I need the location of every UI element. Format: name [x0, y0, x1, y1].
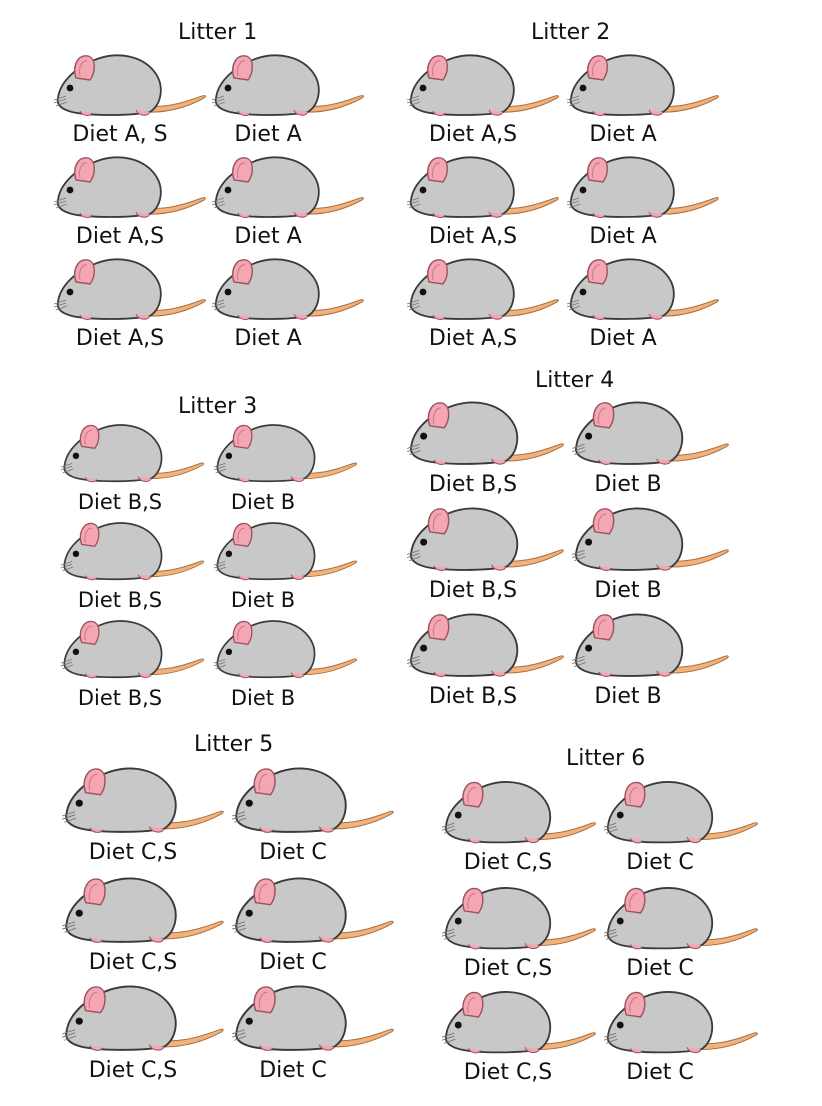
diet-label: Diet A, S — [72, 122, 168, 147]
diet-label: Diet C,S — [88, 840, 178, 865]
mouse-icon — [403, 608, 568, 682]
mouse-icon — [403, 152, 563, 222]
mouse-icon — [438, 882, 600, 954]
diet-label: Diet A — [234, 326, 302, 351]
mouse-icon — [55, 420, 210, 486]
diet-label: Diet C,S — [463, 956, 553, 981]
diet-label: Diet C — [626, 956, 694, 981]
diet-label: Diet C — [626, 850, 694, 875]
mouse-icon — [600, 882, 762, 954]
mouse-icon — [568, 502, 733, 576]
mouse-icon — [58, 872, 228, 948]
diet-label: Diet B,S — [428, 472, 518, 497]
mouse-icon — [403, 502, 568, 576]
diet-label: Diet B,S — [77, 588, 163, 612]
diet-label: Diet B,S — [77, 490, 163, 514]
mouse-icon — [208, 420, 363, 486]
mouse-icon — [403, 50, 563, 120]
mouse-icon — [563, 254, 723, 324]
mouse-icon — [208, 254, 368, 324]
litter-title: Litter 3 — [178, 394, 258, 419]
diet-label: Diet B — [230, 588, 296, 612]
litter-title: Litter 2 — [531, 20, 611, 45]
mouse-icon — [228, 872, 398, 948]
mouse-icon — [58, 762, 228, 838]
litter-title: Litter 5 — [194, 732, 274, 757]
diet-label: Diet B — [594, 578, 662, 603]
diet-label: Diet C,S — [88, 1058, 178, 1083]
mouse-icon — [50, 50, 210, 120]
mouse-icon — [228, 762, 398, 838]
diet-label: Diet C — [259, 950, 327, 975]
mouse-icon — [55, 616, 210, 682]
diet-label: Diet B,S — [77, 686, 163, 710]
diet-label: Diet A — [589, 224, 657, 249]
mouse-icon — [58, 980, 228, 1056]
mouse-icon — [568, 608, 733, 682]
mouse-icon — [208, 152, 368, 222]
diet-label: Diet C,S — [88, 950, 178, 975]
mouse-icon — [403, 254, 563, 324]
mouse-icon — [563, 50, 723, 120]
diet-label: Diet A — [234, 224, 302, 249]
diet-label: Diet A — [589, 326, 657, 351]
diet-label: Diet B,S — [428, 578, 518, 603]
diet-label: Diet A,S — [75, 326, 165, 351]
mouse-icon — [208, 518, 363, 584]
diet-label: Diet C,S — [463, 1060, 553, 1085]
diet-label: Diet C — [259, 1058, 327, 1083]
diet-label: Diet C,S — [463, 850, 553, 875]
diet-label: Diet B — [594, 472, 662, 497]
mouse-icon — [563, 152, 723, 222]
mouse-icon — [208, 616, 363, 682]
diet-label: Diet A,S — [428, 224, 518, 249]
diet-label: Diet B — [230, 686, 296, 710]
mouse-icon — [600, 776, 762, 848]
diet-label: Diet B — [230, 490, 296, 514]
litter-title: Litter 1 — [178, 20, 258, 45]
mouse-icon — [600, 986, 762, 1058]
diet-label: Diet A,S — [428, 326, 518, 351]
diet-label: Diet A,S — [428, 122, 518, 147]
diet-label: Diet B — [594, 684, 662, 709]
mouse-icon — [50, 254, 210, 324]
litter-title: Litter 4 — [535, 368, 615, 393]
diet-label: Diet C — [626, 1060, 694, 1085]
mouse-icon — [438, 776, 600, 848]
mouse-icon — [403, 396, 568, 470]
mouse-icon — [568, 396, 733, 470]
diet-label: Diet A — [234, 122, 302, 147]
diet-label: Diet A,S — [75, 224, 165, 249]
mouse-icon — [208, 50, 368, 120]
mouse-icon — [50, 152, 210, 222]
diet-label: Diet C — [259, 840, 327, 865]
diet-label: Diet B,S — [428, 684, 518, 709]
diet-label: Diet A — [589, 122, 657, 147]
mouse-icon — [228, 980, 398, 1056]
mouse-icon — [55, 518, 210, 584]
mouse-icon — [438, 986, 600, 1058]
litter-title: Litter 6 — [566, 746, 646, 771]
